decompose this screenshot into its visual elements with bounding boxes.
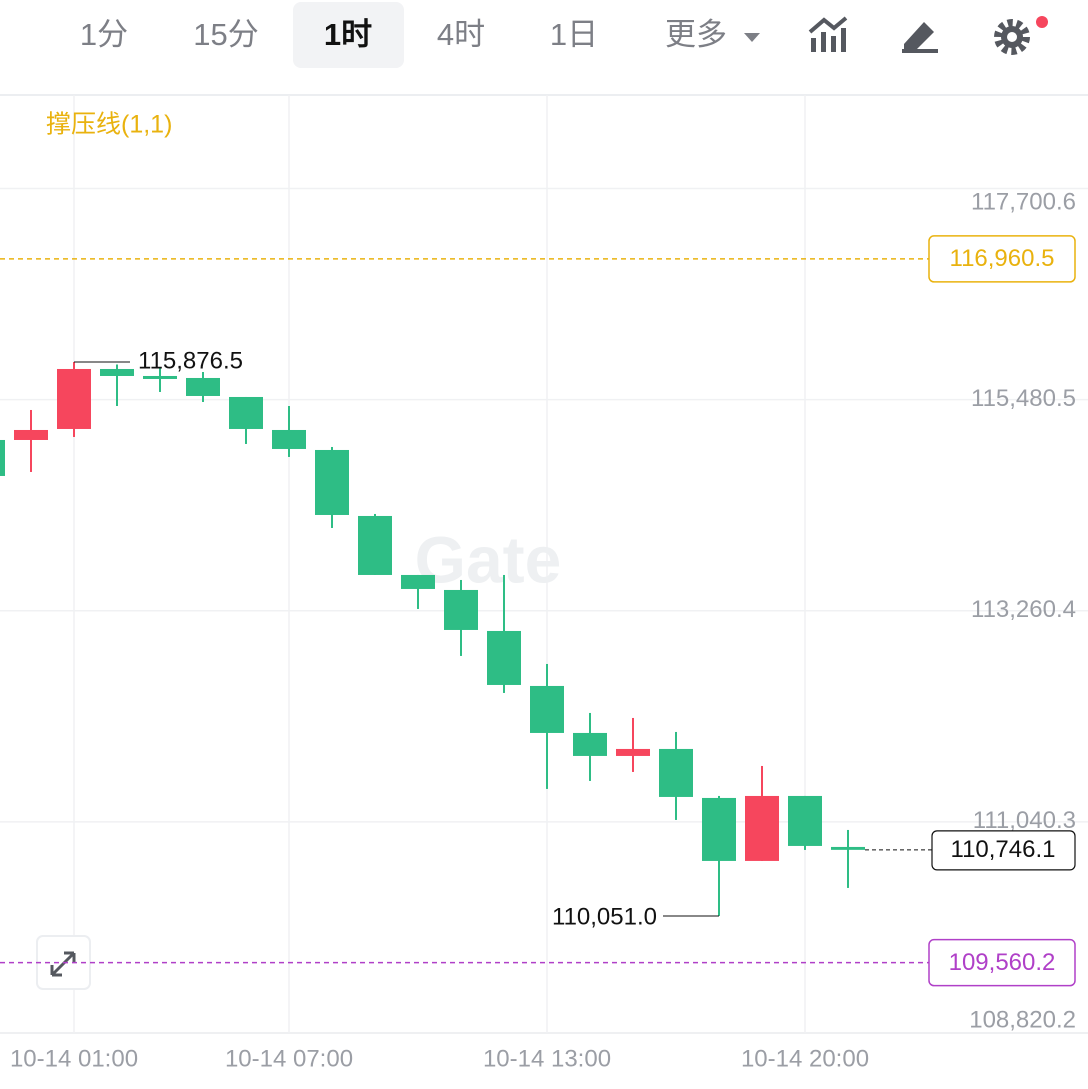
time-tab[interactable]: 4时 bbox=[437, 17, 485, 52]
y-tick-label: 117,700.6 bbox=[971, 188, 1076, 215]
x-tick-label: 10-14 13:00 bbox=[483, 1045, 611, 1072]
candle-body bbox=[659, 748, 693, 797]
candle-body bbox=[0, 439, 5, 476]
candle-body bbox=[272, 429, 306, 449]
last-price-box bbox=[931, 830, 1076, 871]
candle-body bbox=[100, 368, 134, 376]
candle-body bbox=[530, 685, 564, 733]
candle-body bbox=[401, 574, 435, 589]
time-tab[interactable]: 更多 bbox=[665, 17, 727, 52]
candle-body bbox=[14, 429, 48, 440]
candle-body bbox=[831, 846, 865, 850]
candle-body bbox=[487, 630, 521, 685]
candle-body bbox=[186, 377, 220, 396]
candle-body bbox=[702, 797, 736, 861]
draw-icon[interactable] bbox=[902, 22, 938, 53]
grid bbox=[0, 95, 1088, 1034]
active-tab-bg bbox=[293, 2, 404, 68]
candle-body bbox=[444, 589, 478, 630]
time-tab[interactable]: 1分 bbox=[80, 17, 128, 52]
indicator-label: 撑压线(1,1) bbox=[46, 111, 172, 139]
watermark: Gate bbox=[415, 522, 562, 596]
time-tab[interactable]: 15分 bbox=[193, 17, 258, 52]
y-tick-label: 113,260.4 bbox=[971, 596, 1076, 623]
candle-body bbox=[745, 795, 779, 861]
y-tick-label: 108,820.2 bbox=[969, 1006, 1076, 1033]
resistance-label-box bbox=[928, 235, 1076, 283]
candle-body bbox=[788, 795, 822, 846]
y-tick-label: 111,040.3 bbox=[973, 807, 1076, 834]
candle-body bbox=[143, 375, 177, 379]
y-tick-label: 115,480.5 bbox=[971, 385, 1076, 412]
candle-body bbox=[229, 396, 263, 429]
time-tab[interactable]: 1时 bbox=[324, 17, 372, 52]
low-marker-label: 110,051.0 bbox=[552, 903, 657, 930]
candle-body bbox=[358, 515, 392, 575]
indicator-icon[interactable] bbox=[808, 16, 848, 52]
x-tick-label: 10-14 01:00 bbox=[10, 1045, 138, 1072]
resistance-label: 116,960.5 bbox=[950, 245, 1055, 272]
support-label: 109,560.2 bbox=[949, 949, 1056, 976]
more-caret[interactable] bbox=[744, 33, 760, 42]
high-marker-label: 115,876.5 bbox=[138, 347, 243, 374]
candle-body bbox=[616, 748, 650, 756]
settings-icon[interactable] bbox=[994, 16, 1048, 55]
candle-body bbox=[315, 449, 349, 515]
last-price-label: 110,746.1 bbox=[951, 836, 1056, 863]
candle-body bbox=[573, 732, 607, 756]
time-tab[interactable]: 1日 bbox=[550, 17, 598, 52]
x-tick-label: 10-14 20:00 bbox=[741, 1045, 869, 1072]
candle-body bbox=[57, 368, 91, 429]
x-tick-label: 10-14 07:00 bbox=[225, 1045, 353, 1072]
support-label-box bbox=[928, 938, 1076, 987]
